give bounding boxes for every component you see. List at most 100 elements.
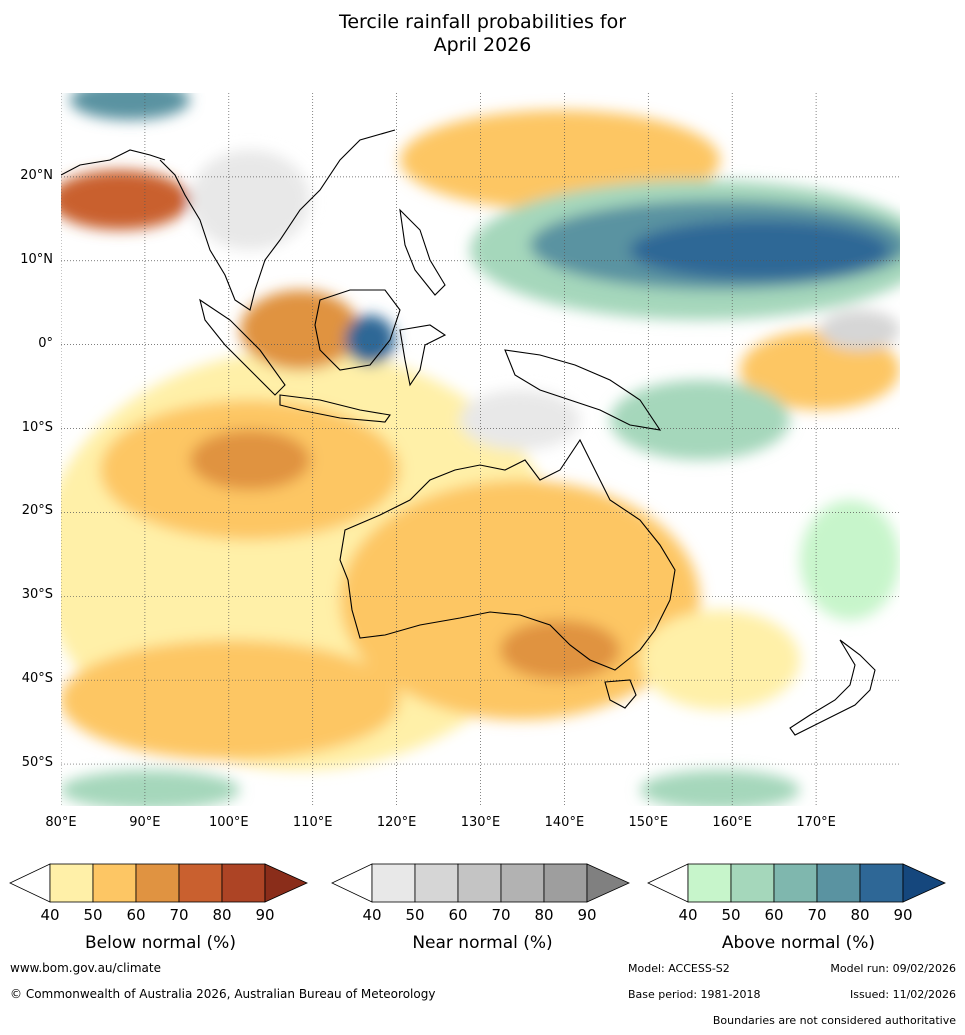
colorbar-tick-label: 50 bbox=[721, 906, 741, 924]
colorbar-upper-extension bbox=[586, 863, 630, 903]
graticule bbox=[61, 93, 900, 806]
latitude-label: 10°S bbox=[21, 419, 53, 435]
longitude-label: 80°E bbox=[45, 815, 77, 830]
colorbar-segment bbox=[543, 863, 588, 903]
longitude-label: 140°E bbox=[544, 815, 585, 830]
below-normal-region bbox=[240, 290, 360, 370]
colorbar-tick-label: 60 bbox=[126, 906, 146, 924]
colorbar-segment bbox=[687, 863, 732, 903]
philippines-coastline bbox=[399, 208, 446, 296]
model-name: Model: ACCESS-S2 bbox=[628, 962, 730, 975]
southeast-asia-coastline bbox=[159, 129, 396, 311]
colorbar-below-normal-title: Below normal (%) bbox=[85, 933, 236, 953]
colorbar-segment bbox=[414, 863, 459, 903]
new-guinea-coastline bbox=[504, 349, 662, 431]
latitude-label: 40°S bbox=[21, 671, 53, 687]
latitude-label: 10°N bbox=[20, 251, 53, 267]
longitude-label: 150°E bbox=[628, 815, 669, 830]
longitude-label: 90°E bbox=[129, 815, 161, 830]
colorbar-segment bbox=[773, 863, 818, 903]
longitude-label: 110°E bbox=[292, 815, 333, 830]
below-normal-region bbox=[640, 610, 800, 710]
colorbar-above-normal-title: Above normal (%) bbox=[721, 933, 876, 953]
below-normal-region bbox=[340, 480, 700, 720]
latitude-label: 20°N bbox=[20, 167, 53, 183]
colorbar-tick-label: 50 bbox=[405, 906, 425, 924]
near-normal-region bbox=[460, 390, 580, 450]
java-coastline bbox=[279, 394, 391, 423]
colorbar-near-normal bbox=[331, 863, 630, 903]
longitude-label: 130°E bbox=[460, 815, 501, 830]
above-normal-region bbox=[630, 220, 890, 280]
india-coastline bbox=[61, 149, 166, 176]
borneo-coastline bbox=[314, 289, 401, 371]
sumatra-coastline bbox=[199, 298, 286, 396]
colorbar-tick-label: 90 bbox=[893, 906, 913, 924]
issued-date: Issued: 11/02/2026 bbox=[849, 988, 956, 1001]
website-link[interactable]: www.bom.gov.au/climate bbox=[10, 961, 161, 975]
longitude-label: 100°E bbox=[209, 815, 249, 830]
australia-coastline bbox=[339, 438, 676, 671]
new-zealand-coastline bbox=[789, 639, 876, 736]
colorbar-tick-label: 70 bbox=[491, 906, 511, 924]
longitude-label: 120°E bbox=[376, 815, 417, 830]
colorbar-lower-extension bbox=[331, 863, 373, 903]
below-normal-region bbox=[190, 430, 310, 490]
colorbar-tick-label: 50 bbox=[83, 906, 103, 924]
latitude-label: 20°S bbox=[21, 503, 53, 519]
colorbar-above-normal bbox=[647, 863, 946, 903]
below-normal-region bbox=[61, 170, 190, 230]
above-normal-region bbox=[610, 380, 790, 460]
colorbar-below-normal bbox=[9, 863, 308, 903]
latitude-label: 50°S bbox=[21, 755, 53, 771]
colorbar-near-normal-title: Near normal (%) bbox=[412, 933, 553, 953]
colorbar-segment bbox=[816, 863, 861, 903]
coastlines bbox=[61, 129, 876, 736]
map-title-line2: April 2026 bbox=[433, 34, 532, 56]
above-normal-region bbox=[800, 500, 900, 620]
colorbar-segment bbox=[500, 863, 545, 903]
above-normal-region bbox=[70, 93, 190, 120]
colorbar-segment bbox=[49, 863, 94, 903]
colorbar-upper-extension bbox=[264, 863, 308, 903]
colorbar-lower-extension bbox=[9, 863, 51, 903]
colorbar-upper-extension bbox=[902, 863, 946, 903]
model-run-date: Model run: 09/02/2026 bbox=[830, 962, 956, 975]
sulawesi-coastline bbox=[399, 324, 447, 387]
rainfall-probability-map bbox=[61, 93, 900, 806]
above-normal-region bbox=[345, 315, 395, 365]
colorbar-tick-label: 80 bbox=[534, 906, 554, 924]
colorbar-segment bbox=[371, 863, 416, 903]
colorbar-tick-label: 40 bbox=[678, 906, 698, 924]
colorbar-tick-label: 90 bbox=[577, 906, 597, 924]
latitude-label: 30°S bbox=[21, 587, 53, 603]
colorbar-segment bbox=[135, 863, 180, 903]
colorbar-segment bbox=[92, 863, 137, 903]
colorbar-segment bbox=[178, 863, 223, 903]
near-normal-region bbox=[820, 310, 900, 350]
colorbar-tick-label: 70 bbox=[169, 906, 189, 924]
base-period: Base period: 1981-2018 bbox=[628, 988, 761, 1001]
colorbar-tick-label: 80 bbox=[850, 906, 870, 924]
below-normal-region bbox=[500, 620, 620, 680]
above-normal-region bbox=[640, 770, 800, 806]
near-normal-region bbox=[190, 150, 310, 250]
colorbar-tick-label: 40 bbox=[40, 906, 60, 924]
colorbar-tick-label: 60 bbox=[764, 906, 784, 924]
copyright-text: © Commonwealth of Australia 2026, Austra… bbox=[10, 987, 436, 1001]
colorbar-segment bbox=[221, 863, 266, 903]
above-normal-region bbox=[61, 770, 240, 806]
below-normal-region bbox=[61, 640, 400, 760]
longitude-label: 160°E bbox=[712, 815, 752, 830]
latitude-label: 0° bbox=[38, 335, 53, 351]
colorbar-segment bbox=[730, 863, 775, 903]
colorbar-tick-label: 70 bbox=[807, 906, 827, 924]
colorbar-tick-label: 40 bbox=[362, 906, 382, 924]
colorbar-segment bbox=[859, 863, 904, 903]
colorbar-tick-label: 90 bbox=[255, 906, 275, 924]
tasmania-coastline bbox=[604, 679, 637, 709]
colorbar-lower-extension bbox=[647, 863, 689, 903]
boundaries-disclaimer: Boundaries are not considered authoritat… bbox=[712, 1014, 956, 1027]
map-title-line1: Tercile rainfall probabilities for bbox=[338, 11, 627, 33]
colorbar-tick-label: 60 bbox=[448, 906, 468, 924]
